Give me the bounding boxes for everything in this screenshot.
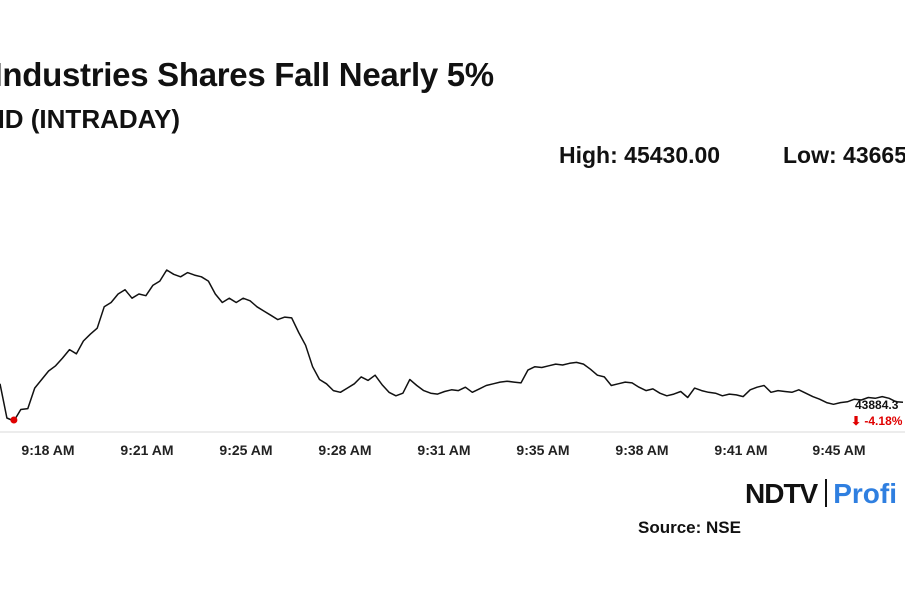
low-value: Low: 43665 — [783, 142, 905, 168]
price-line — [0, 269, 904, 422]
brand-divider — [825, 479, 828, 507]
chart-title: - Industries Shares Fall Nearly 5% — [0, 56, 494, 93]
x-tick-label: 9:31 AM — [417, 442, 470, 458]
brand-profit: Profi — [833, 478, 898, 509]
change-percent-label: ⬇ -4.18% — [851, 414, 903, 428]
source-note: Source: NSE — [638, 518, 741, 537]
last-value-label: 43884.3 — [855, 398, 899, 412]
brand-ndtv: NDTV — [745, 478, 818, 509]
x-axis-ticks: 9:18 AM 9:21 AM 9:25 AM 9:28 AM 9:31 AM 9:35 … — [21, 442, 865, 458]
chart-subtitle: ND (INTRADAY) — [0, 104, 181, 134]
x-tick-label: 9:38 AM — [615, 442, 668, 458]
x-tick-label: 9:41 AM — [714, 442, 767, 458]
x-tick-label: 9:35 AM — [516, 442, 569, 458]
x-tick-label: 9:28 AM — [318, 442, 371, 458]
x-tick-label: 9:45 AM — [812, 442, 865, 458]
high-value: High: 45430.00 — [559, 142, 721, 168]
x-tick-label: 9:21 AM — [120, 442, 173, 458]
ndtv-profit-logo: NDTV Profi — [745, 478, 897, 510]
x-tick-label: 9:18 AM — [21, 442, 74, 458]
x-tick-label: 9:25 AM — [219, 442, 272, 458]
low-point-marker — [10, 416, 18, 424]
